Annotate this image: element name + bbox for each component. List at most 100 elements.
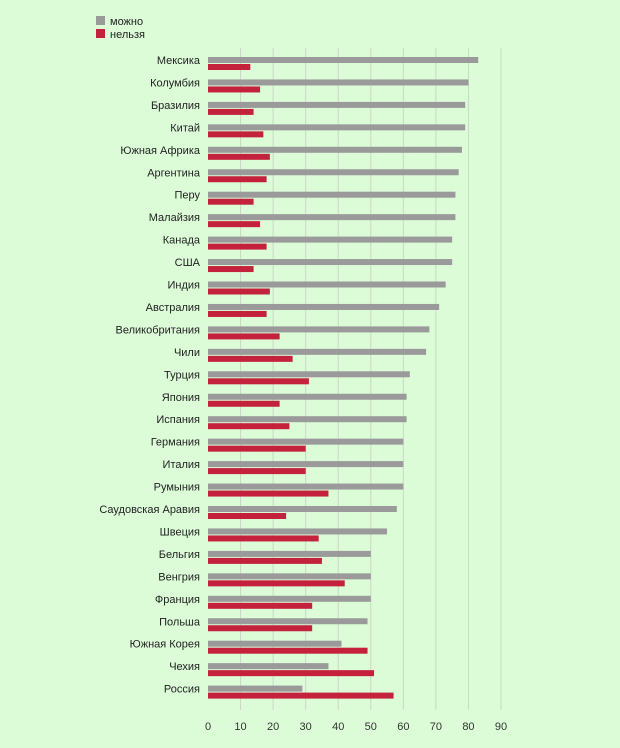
bar-nelzya-28 (208, 692, 394, 699)
category-label-7: Малайзия (149, 212, 200, 224)
bar-mozhno-7 (208, 214, 456, 221)
bar-nelzya-24 (208, 602, 313, 609)
category-label-4: Южная Африка (120, 145, 201, 157)
x-tick-label-10: 10 (234, 721, 246, 733)
bar-mozhno-23 (208, 573, 371, 580)
x-tick-label-30: 30 (300, 721, 312, 733)
legend-label-nelzya: нельзя (110, 29, 145, 41)
bar-mozhno-24 (208, 595, 371, 602)
x-tick-label-50: 50 (365, 721, 377, 733)
bar-mozhno-19 (208, 483, 404, 490)
bar-nelzya-3 (208, 131, 264, 138)
bar-nelzya-11 (208, 310, 267, 317)
category-label-24: Франция (155, 594, 200, 606)
x-axis-ticks: 0 10 20 30 40 50 60 70 80 90 (205, 721, 507, 733)
bar-nelzya-4 (208, 153, 270, 160)
bar-nelzya-27 (208, 670, 375, 677)
bar-nelzya-26 (208, 647, 368, 654)
category-label-1: Колумбия (150, 77, 200, 89)
bar-mozhno-28 (208, 685, 303, 692)
bar-mozhno-12 (208, 326, 430, 333)
bar-mozhno-10 (208, 281, 446, 288)
bar-mozhno-26 (208, 640, 342, 647)
bar-nelzya-16 (208, 423, 290, 430)
bars (208, 57, 479, 699)
bar-nelzya-7 (208, 221, 261, 228)
x-tick-label-20: 20 (267, 721, 279, 733)
bar-mozhno-14 (208, 371, 410, 378)
bar-mozhno-0 (208, 57, 479, 63)
x-tick-label-70: 70 (430, 721, 442, 733)
category-label-0: Мексика (157, 55, 201, 67)
bar-nelzya-15 (208, 400, 280, 407)
bar-nelzya-25 (208, 625, 313, 632)
category-label-6: Перу (174, 190, 200, 202)
category-label-2: Бразилия (151, 100, 200, 112)
category-label-8: Канада (163, 235, 201, 247)
bar-nelzya-19 (208, 490, 329, 497)
category-labels: Мексика Колумбия Бразилия Китай Южная Африка… (99, 55, 201, 696)
category-label-5: Аргентина (147, 167, 201, 179)
legend-swatch-mozhno (96, 16, 105, 25)
bar-nelzya-14 (208, 378, 309, 385)
bar-mozhno-6 (208, 191, 456, 198)
category-label-19: Румыния (154, 482, 200, 494)
bar-nelzya-20 (208, 513, 287, 519)
bar-mozhno-2 (208, 101, 466, 108)
bar-mozhno-21 (208, 528, 388, 535)
bar-nelzya-23 (208, 580, 345, 587)
category-label-22: Бельгия (159, 549, 200, 561)
bar-mozhno-20 (208, 506, 397, 512)
x-tick-label-80: 80 (462, 721, 474, 733)
category-label-26: Южная Корея (130, 639, 200, 651)
category-label-27: Чехия (169, 661, 200, 673)
bar-mozhno-9 (208, 259, 453, 266)
bar-nelzya-13 (208, 355, 293, 362)
bar-mozhno-8 (208, 236, 453, 243)
x-tick-label-90: 90 (495, 721, 507, 733)
grid-lines (240, 48, 502, 710)
bar-nelzya-9 (208, 266, 254, 273)
bar-nelzya-6 (208, 198, 254, 205)
category-label-16: Испания (156, 414, 200, 426)
legend: можно нельзя (96, 16, 145, 41)
bar-mozhno-4 (208, 146, 462, 153)
bar-mozhno-25 (208, 618, 368, 625)
category-label-9: США (175, 257, 201, 269)
category-label-23: Венгрия (158, 571, 200, 583)
bar-mozhno-16 (208, 416, 407, 423)
category-label-17: Германия (151, 437, 200, 449)
bar-mozhno-22 (208, 550, 371, 557)
category-label-3: Китай (170, 122, 200, 134)
bar-nelzya-5 (208, 176, 267, 183)
category-label-12: Великобритания (116, 324, 201, 336)
bar-mozhno-1 (208, 79, 469, 86)
category-label-10: Индия (167, 280, 200, 292)
category-label-18: Италия (163, 459, 201, 471)
bar-nelzya-2 (208, 108, 254, 115)
bar-mozhno-17 (208, 438, 404, 445)
bar-mozhno-15 (208, 393, 407, 400)
bar-mozhno-3 (208, 124, 466, 131)
category-label-20: Саудовская Аравия (99, 504, 200, 516)
bar-mozhno-18 (208, 461, 404, 468)
bar-mozhno-13 (208, 348, 427, 355)
bar-nelzya-17 (208, 445, 306, 452)
legend-label-mozhno: можно (110, 16, 143, 28)
bar-nelzya-0 (208, 64, 251, 70)
bar-nelzya-8 (208, 243, 267, 250)
category-label-13: Чили (174, 347, 200, 359)
bar-mozhno-11 (208, 303, 440, 310)
category-label-28: Россия (164, 684, 200, 696)
bar-nelzya-18 (208, 468, 306, 475)
bar-mozhno-5 (208, 169, 459, 176)
bar-nelzya-1 (208, 86, 261, 93)
bar-nelzya-10 (208, 288, 270, 295)
category-label-11: Австралия (146, 302, 200, 314)
x-tick-label-40: 40 (332, 721, 344, 733)
bar-nelzya-21 (208, 535, 319, 542)
bar-mozhno-27 (208, 663, 329, 670)
x-tick-label-0: 0 (205, 721, 211, 733)
